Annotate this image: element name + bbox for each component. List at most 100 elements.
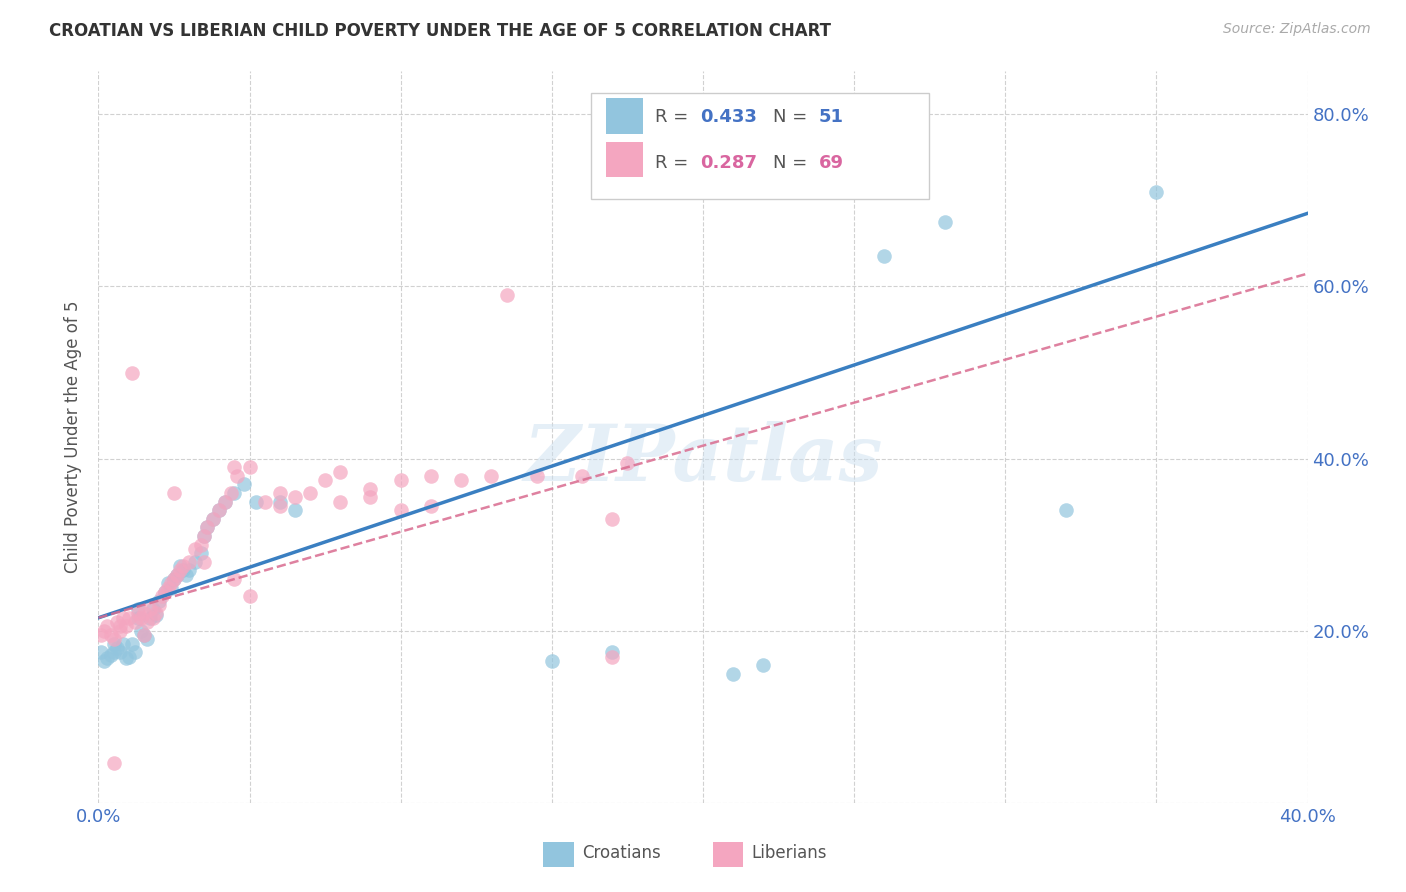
Point	[129, 624, 152, 638]
Text: 51: 51	[820, 108, 844, 126]
Point	[90, 628, 112, 642]
Point	[103, 756, 125, 771]
Point	[163, 486, 186, 500]
Text: CROATIAN VS LIBERIAN CHILD POVERTY UNDER THE AGE OF 5 CORRELATION CHART: CROATIAN VS LIBERIAN CHILD POVERTY UNDER…	[49, 22, 831, 40]
Point	[118, 611, 141, 625]
Point	[269, 499, 291, 513]
Point	[108, 645, 131, 659]
Point	[389, 503, 412, 517]
Point	[190, 538, 212, 552]
Text: R =: R =	[655, 153, 693, 172]
Point	[100, 628, 122, 642]
Point	[135, 615, 157, 629]
Point	[208, 503, 231, 517]
FancyBboxPatch shape	[543, 841, 574, 867]
Point	[127, 602, 149, 616]
Point	[420, 468, 443, 483]
Point	[245, 494, 267, 508]
Point	[163, 572, 186, 586]
Point	[284, 491, 307, 505]
Point	[108, 624, 131, 638]
Point	[169, 564, 191, 578]
Point	[127, 607, 149, 621]
Point	[214, 494, 236, 508]
Point	[195, 520, 218, 534]
Text: 69: 69	[820, 153, 844, 172]
Point	[132, 607, 155, 621]
Point	[193, 555, 215, 569]
Text: 0.433: 0.433	[700, 108, 758, 126]
Point	[269, 494, 291, 508]
Point	[142, 611, 165, 625]
Point	[179, 564, 201, 578]
Point	[239, 460, 262, 475]
Point	[118, 649, 141, 664]
Point	[145, 607, 167, 621]
Point	[329, 494, 352, 508]
Point	[108, 619, 131, 633]
Point	[239, 589, 262, 603]
Point	[135, 632, 157, 647]
Point	[329, 465, 352, 479]
Point	[96, 619, 118, 633]
Point	[360, 491, 382, 505]
Point	[111, 611, 134, 625]
Text: Croatians: Croatians	[582, 844, 661, 863]
Point	[226, 468, 249, 483]
Point	[495, 288, 517, 302]
Text: N =: N =	[773, 108, 813, 126]
FancyBboxPatch shape	[606, 98, 643, 134]
Point	[184, 541, 207, 556]
Point	[540, 654, 562, 668]
Point	[179, 555, 201, 569]
Point	[156, 576, 179, 591]
Point	[253, 494, 276, 508]
Point	[142, 602, 165, 616]
Text: N =: N =	[773, 153, 813, 172]
Y-axis label: Child Poverty Under the Age of 5: Child Poverty Under the Age of 5	[63, 301, 82, 574]
Point	[526, 468, 548, 483]
Point	[481, 468, 503, 483]
Point	[314, 473, 336, 487]
Point	[139, 611, 162, 625]
Point	[96, 651, 118, 665]
Point	[100, 648, 122, 662]
FancyBboxPatch shape	[606, 143, 643, 178]
Point	[602, 649, 624, 664]
Point	[190, 546, 212, 560]
Point	[1054, 503, 1077, 517]
Point	[1144, 185, 1167, 199]
Point	[111, 637, 134, 651]
Text: 0.287: 0.287	[700, 153, 758, 172]
Point	[114, 651, 136, 665]
Point	[166, 567, 188, 582]
Point	[193, 529, 215, 543]
Point	[124, 645, 146, 659]
Text: ZIPatlas: ZIPatlas	[523, 421, 883, 497]
Point	[150, 589, 173, 603]
Point	[103, 632, 125, 647]
Point	[214, 494, 236, 508]
Point	[121, 366, 143, 380]
Point	[174, 567, 197, 582]
Point	[571, 468, 593, 483]
Point	[208, 503, 231, 517]
Point	[269, 486, 291, 500]
Point	[105, 615, 128, 629]
Point	[450, 473, 472, 487]
Point	[124, 615, 146, 629]
Point	[224, 572, 246, 586]
Point	[132, 628, 155, 642]
Point	[172, 564, 194, 578]
Point	[93, 624, 115, 638]
Point	[616, 456, 638, 470]
Point	[148, 593, 170, 607]
Point	[202, 512, 225, 526]
Text: Liberians: Liberians	[751, 844, 827, 863]
Point	[169, 559, 191, 574]
Point	[420, 499, 443, 513]
Point	[166, 567, 188, 582]
Point	[232, 477, 254, 491]
Point	[389, 473, 412, 487]
Point	[156, 581, 179, 595]
